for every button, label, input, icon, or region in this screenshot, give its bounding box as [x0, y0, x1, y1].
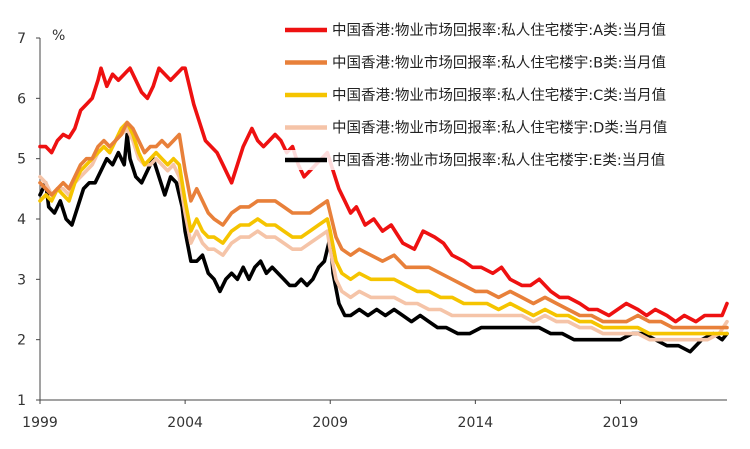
legend-label-c: 中国香港:物业市场回报率:私人住宅楼宇:C类:当月值	[332, 87, 666, 104]
legend-backdrop	[283, 85, 723, 105]
x-tick-label: 1999	[22, 415, 58, 431]
legend-label-b: 中国香港:物业市场回报率:私人住宅楼宇:B类:当月值	[332, 55, 666, 72]
series-line-b	[38, 120, 729, 330]
y-tick-label: 3	[17, 272, 26, 288]
y-tick-label: 4	[17, 212, 26, 228]
legend-backdrop	[283, 117, 723, 138]
legend-label-d: 中国香港:物业市场回报率:私人住宅楼宇:D类:当月值	[332, 120, 667, 137]
y-tick-label: 7	[17, 31, 26, 47]
y-tick-label: 1	[17, 393, 26, 409]
legend-backdrop	[283, 20, 723, 40]
axes: 1 2 3 4 5 6 7 % 1999 2004 2009 2014 2019	[17, 28, 727, 431]
series-line-a	[38, 66, 729, 324]
x-tick-label: 2019	[603, 415, 639, 431]
y-tick-label: 5	[17, 152, 26, 168]
legend: 中国香港:物业市场回报率:私人住宅楼宇:A类:当月值中国香港:物业市场回报率:私…	[283, 20, 723, 170]
legend-backdrop	[283, 150, 723, 170]
legend-backdrop	[283, 52, 723, 73]
series-line-e	[38, 132, 729, 354]
series-layer	[38, 66, 729, 354]
x-tick-label: 2014	[458, 415, 494, 431]
x-tick-label: 2004	[167, 415, 203, 431]
x-tick-label: 2009	[312, 415, 348, 431]
y-tick-label: 2	[17, 333, 26, 349]
legend-label-a: 中国香港:物业市场回报率:私人住宅楼宇:A类:当月值	[332, 22, 666, 39]
y-axis-unit: %	[52, 28, 65, 44]
legend-label-e: 中国香港:物业市场回报率:私人住宅楼宇:E类:当月值	[332, 152, 665, 169]
y-tick-label: 6	[17, 91, 26, 107]
